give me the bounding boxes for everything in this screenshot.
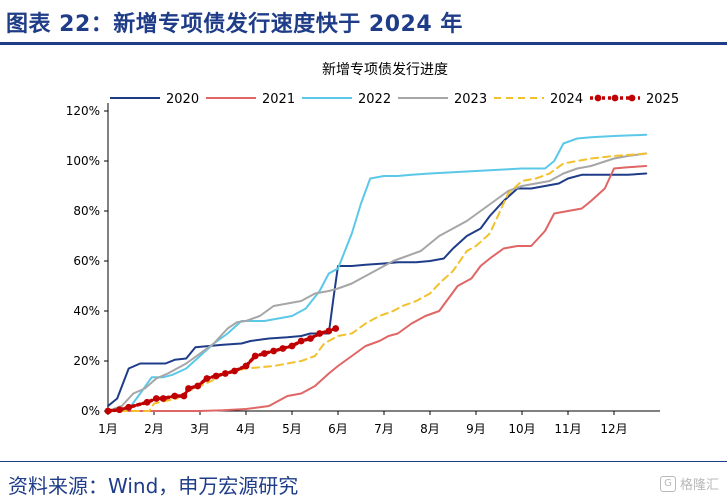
watermark: G 格隆汇 <box>659 474 719 493</box>
series-point-2025 <box>143 398 151 406</box>
x-tick-label: 1月 <box>98 422 118 436</box>
series-line-2023 <box>107 152 648 412</box>
series-point-2025 <box>116 406 123 414</box>
series-point-2025 <box>325 327 333 335</box>
legend-label-2024: 2024 <box>550 92 583 107</box>
legend-marker-2025 <box>611 94 619 102</box>
series-line-2021 <box>107 165 648 412</box>
series-point-2025 <box>261 350 268 357</box>
series-point-2025 <box>297 337 305 345</box>
series-point-2025 <box>212 372 220 380</box>
y-axis: 0% 20% 40% 60% 80% 100% 120% <box>66 103 109 418</box>
x-tick-label: 4月 <box>236 422 256 436</box>
series-point-2025 <box>180 392 188 400</box>
x-tick-label: 10月 <box>508 422 535 436</box>
series-point-2025 <box>125 403 133 411</box>
legend-marker-2025 <box>594 94 602 102</box>
x-tick-label: 2月 <box>144 422 164 436</box>
series-point-2025 <box>242 362 250 370</box>
figure-title: 图表 22：新增专项债发行速度快于 2024 年 <box>6 12 463 37</box>
x-tick-label: 6月 <box>328 422 348 436</box>
watermark-logo-icon: G <box>659 475 676 492</box>
x-tick-label: 3月 <box>190 422 210 436</box>
y-tick-label: 20% <box>73 354 100 368</box>
series-point-2025 <box>159 395 167 402</box>
series-line-2024 <box>107 152 648 412</box>
series-point-2025 <box>231 367 238 375</box>
x-tick-label: 11月 <box>554 422 581 436</box>
legend-label-2025: 2025 <box>646 92 679 107</box>
x-tick-label: 7月 <box>374 422 394 436</box>
y-tick-label: 80% <box>73 204 100 218</box>
legend-label-2023: 2023 <box>454 92 487 107</box>
chart-title: 新增专项债发行进度 <box>322 62 448 78</box>
series-line-2022 <box>107 133 648 412</box>
legend-label-2020: 2020 <box>166 92 199 107</box>
y-tick-label: 40% <box>73 304 100 318</box>
x-tick-label: 12月 <box>600 422 627 436</box>
figure-header: 图表 22：新增专项债发行速度快于 2024 年 <box>0 0 727 42</box>
x-tick-label: 5月 <box>282 422 302 436</box>
legend-marker-2025 <box>628 94 636 102</box>
series-point-2025 <box>316 330 323 337</box>
series-point-2025 <box>288 342 296 350</box>
series-point-2025 <box>185 385 192 392</box>
x-axis: 1月 2月 3月 4月 5月 6月 7月 8月 9月 10月 11月 12月 <box>98 410 660 436</box>
series-point-2025 <box>152 395 160 402</box>
series-point-2025 <box>194 382 202 390</box>
plot-area <box>104 133 648 415</box>
series-point-2025 <box>279 345 287 352</box>
y-tick-label: 120% <box>66 104 100 118</box>
legend-label-2021: 2021 <box>262 92 295 107</box>
x-tick-label: 8月 <box>420 422 440 436</box>
series-point-2025 <box>104 407 112 415</box>
footer-divider <box>0 461 727 462</box>
series-point-2025 <box>270 347 277 355</box>
series-point-2025 <box>171 392 179 400</box>
y-tick-label: 60% <box>73 254 100 268</box>
y-tick-label: 0% <box>81 404 100 418</box>
legend-label-2022: 2022 <box>358 92 391 107</box>
header-divider <box>0 42 727 45</box>
chart-legend: 2020 2021 2022 2023 2024 2025 <box>110 92 679 107</box>
series-point-2025 <box>332 325 340 332</box>
x-tick-label: 9月 <box>466 422 486 436</box>
series-point-2025 <box>307 335 314 342</box>
watermark-text: 格隆汇 <box>679 478 719 493</box>
source-note: 资料来源：Wind，申万宏源研究 <box>8 474 299 498</box>
progress-line-chart: 新增专项债发行进度 2020 2021 2022 2023 2024 2025 0% 20%… <box>66 62 679 436</box>
series-line-2020 <box>107 172 648 407</box>
series-point-2025 <box>251 352 259 360</box>
y-tick-label: 100% <box>66 154 100 168</box>
series-point-2025 <box>221 370 229 377</box>
series-point-2025 <box>203 375 211 382</box>
